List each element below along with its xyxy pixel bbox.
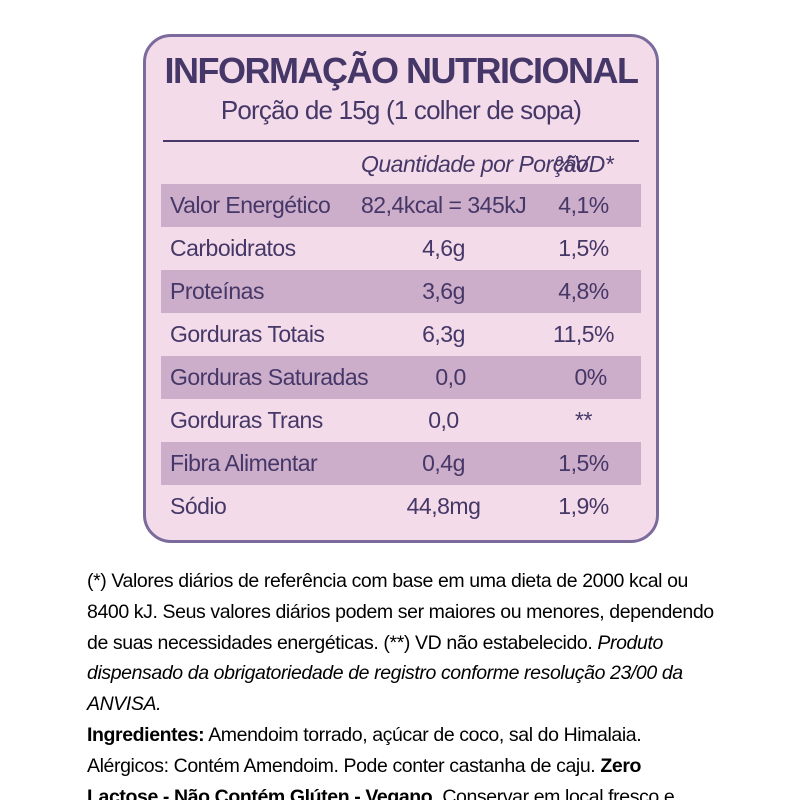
nutrient-name: Valor Energético bbox=[170, 191, 331, 218]
column-quantity-label: Quantidade por Porção bbox=[361, 151, 589, 178]
nutrient-name: Proteínas bbox=[170, 277, 264, 304]
nutrient-vd: 1,9% bbox=[558, 492, 609, 519]
nutrient-quantity: 6,3g bbox=[422, 320, 465, 347]
nutrient-quantity: 0,0 bbox=[435, 363, 466, 390]
nutrient-name: Fibra Alimentar bbox=[170, 449, 318, 476]
footnote-italic-text: Produto dispensado da obrigatoriedade de… bbox=[87, 631, 683, 716]
column-vd-label: %VD* bbox=[553, 151, 614, 178]
row-fibra-alimentar: Fibra Alimentar 0,4g 1,5% bbox=[161, 441, 641, 485]
nutrition-facts-box: INFORMAÇÃO NUTRICIONAL Porção de 15g (1 … bbox=[143, 34, 659, 543]
nutrition-title: INFORMAÇÃO NUTRICIONAL bbox=[164, 50, 639, 91]
row-proteinas: Proteínas 3,6g 4,8% bbox=[161, 269, 641, 313]
nutrient-vd: 11,5% bbox=[552, 320, 615, 347]
nutrient-name: Sódio bbox=[170, 492, 227, 519]
storage-instructions: Conservar em local fresco e arejado. bbox=[442, 785, 675, 800]
ingredients-list: Amendoim torrado, açúcar de coco, sal do… bbox=[87, 723, 642, 777]
footnote-regular-text: (*) Valores diários de referência com ba… bbox=[87, 570, 714, 654]
row-sodio: Sódio 44,8mg 1,9% bbox=[161, 485, 641, 528]
nutrient-name: Carboidratos bbox=[170, 234, 296, 261]
daily-values-footnote: (*) Valores diários de referência com ba… bbox=[87, 566, 715, 720]
nutrient-vd: 4,1% bbox=[558, 191, 609, 218]
nutrient-vd: 4,8% bbox=[558, 277, 609, 304]
nutrition-table: Valor Energético 82,4kcal = 345kJ 4,1% C… bbox=[161, 183, 641, 528]
nutrient-name: Gorduras Totais bbox=[170, 320, 325, 347]
label-footer-text: (*) Valores diários de referência com ba… bbox=[87, 566, 715, 800]
ingredients-paragraph: Ingredientes: Amendoim torrado, açúcar d… bbox=[87, 720, 715, 800]
nutrient-quantity: 82,4kcal = 345kJ bbox=[361, 191, 527, 218]
nutrient-vd: 1,5% bbox=[558, 234, 609, 261]
nutrient-quantity: 44,8mg bbox=[406, 492, 481, 519]
dietary-claims: Zero Lactose - Não Contém Glúten - Vegan… bbox=[87, 754, 642, 800]
row-gorduras-trans: Gorduras Trans 0,0 ** bbox=[161, 399, 641, 442]
nutrient-quantity: 4,6g bbox=[422, 234, 465, 261]
table-column-header: Quantidade por Porção %VD* bbox=[161, 146, 641, 184]
row-valor-energetico: Valor Energético 82,4kcal = 345kJ 4,1% bbox=[161, 183, 641, 227]
row-gorduras-totais: Gorduras Totais 6,3g 11,5% bbox=[161, 313, 641, 356]
nutrient-vd: ** bbox=[575, 406, 592, 433]
nutrient-quantity: 0,0 bbox=[428, 406, 459, 433]
ingredients-label: Ingredientes: bbox=[87, 723, 205, 746]
row-carboidratos: Carboidratos 4,6g 1,5% bbox=[161, 227, 641, 270]
nutrient-quantity: 3,6g bbox=[422, 277, 465, 304]
nutrient-quantity: 0,4g bbox=[422, 449, 465, 476]
header-divider bbox=[163, 139, 639, 142]
row-gorduras-saturadas: Gorduras Saturadas 0,0 0% bbox=[161, 355, 641, 399]
nutrient-name: Gorduras Trans bbox=[170, 406, 323, 433]
nutrient-vd: 0% bbox=[574, 363, 608, 390]
serving-size: Porção de 15g (1 colher de sopa) bbox=[220, 94, 582, 125]
nutrient-name: Gorduras Saturadas bbox=[170, 363, 369, 390]
nutrient-vd: 1,5% bbox=[558, 449, 609, 476]
